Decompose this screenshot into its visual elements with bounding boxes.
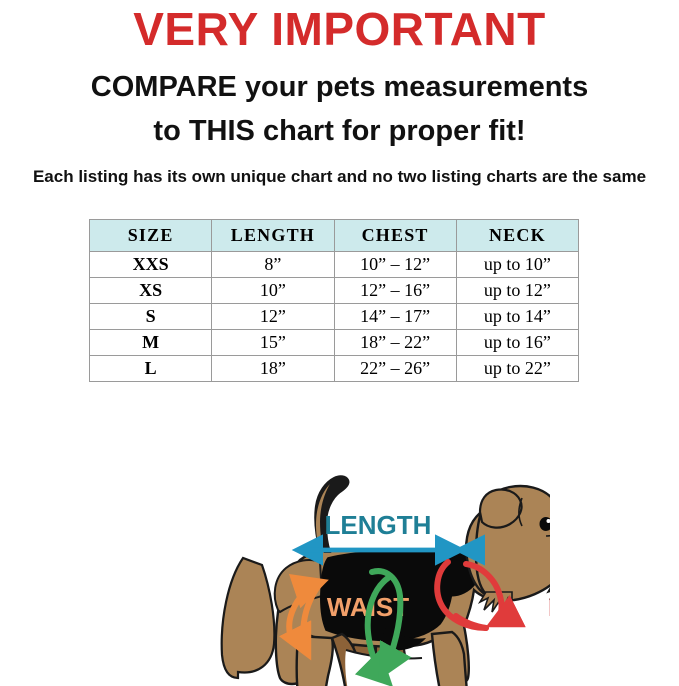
size-chart-table-wrap: SIZE LENGTH CHEST NECK XXS 8” 10” – 12” …	[88, 219, 580, 382]
column-header-chest: CHEST	[333, 219, 457, 252]
column-header-size: SIZE	[88, 219, 213, 252]
disclaimer-note: Each listing has its own unique chart an…	[32, 167, 647, 186]
cell-size: L	[88, 355, 213, 382]
neck-measure-arrow	[434, 559, 526, 631]
cell-neck: up to 16”	[455, 329, 580, 356]
column-header-length: LENGTH	[211, 219, 335, 252]
cell-neck: up to 14”	[455, 303, 580, 330]
cell-neck: up to 10”	[455, 251, 580, 278]
header-block: VERY IMPORTANT COMPARE your pets measure…	[0, 0, 679, 185]
cell-size: S	[88, 303, 213, 330]
size-chart-table: SIZE LENGTH CHEST NECK XXS 8” 10” – 12” …	[88, 219, 580, 382]
dog-head	[464, 484, 550, 613]
cell-length: 15”	[211, 329, 335, 356]
table-header: SIZE LENGTH CHEST NECK	[88, 219, 580, 252]
cell-chest: 22” – 26”	[333, 355, 457, 382]
cell-chest: 14” – 17”	[333, 303, 457, 330]
cell-neck: up to 12”	[455, 277, 580, 304]
cell-length: 18”	[211, 355, 335, 382]
subtitle-line-2: to THIS chart for proper fit!	[153, 115, 526, 147]
page-title: VERY IMPORTANT	[133, 3, 546, 55]
table-body: XXS 8” 10” – 12” up to 10” XS 10” 12” – …	[88, 251, 580, 382]
table-row: XS 10” 12” – 16” up to 12”	[88, 277, 580, 304]
cell-chest: 12” – 16”	[333, 277, 457, 304]
cell-length: 8”	[211, 251, 335, 278]
cell-size: XXS	[88, 251, 213, 278]
cell-length: 10”	[211, 277, 335, 304]
table-row: XXS 8” 10” – 12” up to 10”	[88, 251, 580, 278]
cell-chest: 18” – 22”	[333, 329, 457, 356]
table-header-row: SIZE LENGTH CHEST NECK	[88, 219, 580, 252]
neck-label: NECK	[548, 592, 550, 622]
dog-measurement-diagram: LENGTH WAIST CHEST NECK	[150, 420, 550, 686]
table-row: M 15” 18” – 22” up to 16”	[88, 329, 580, 356]
cell-size: XS	[88, 277, 213, 304]
cell-neck: up to 22”	[455, 355, 580, 382]
waist-measure-arrow	[279, 574, 329, 661]
column-header-neck: NECK	[455, 219, 580, 252]
table-row: L 18” 22” – 26” up to 22”	[88, 355, 580, 382]
cell-length: 12”	[211, 303, 335, 330]
cell-chest: 10” – 12”	[333, 251, 457, 278]
chest-measure-arrow	[354, 568, 412, 686]
subtitle-line-1: COMPARE your pets measurements	[90, 71, 589, 103]
table-row: S 12” 14” – 17” up to 14”	[88, 303, 580, 330]
cell-size: M	[88, 329, 213, 356]
length-label: LENGTH	[325, 510, 432, 540]
